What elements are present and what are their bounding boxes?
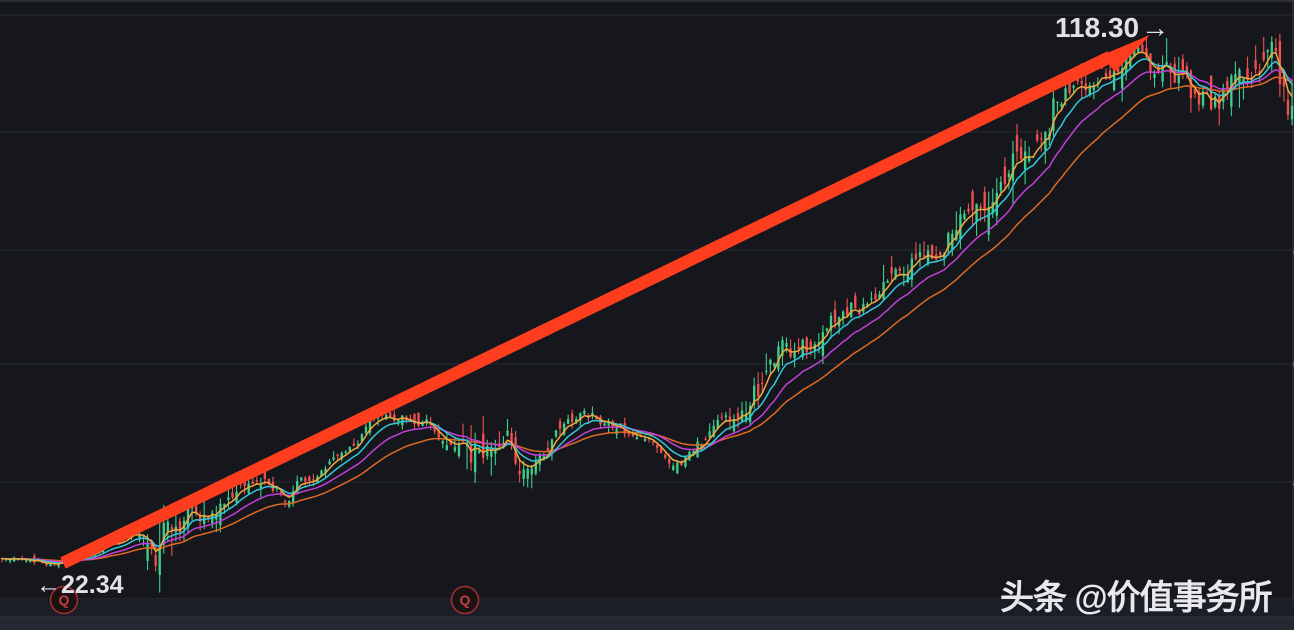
svg-text:Q: Q: [460, 592, 471, 608]
